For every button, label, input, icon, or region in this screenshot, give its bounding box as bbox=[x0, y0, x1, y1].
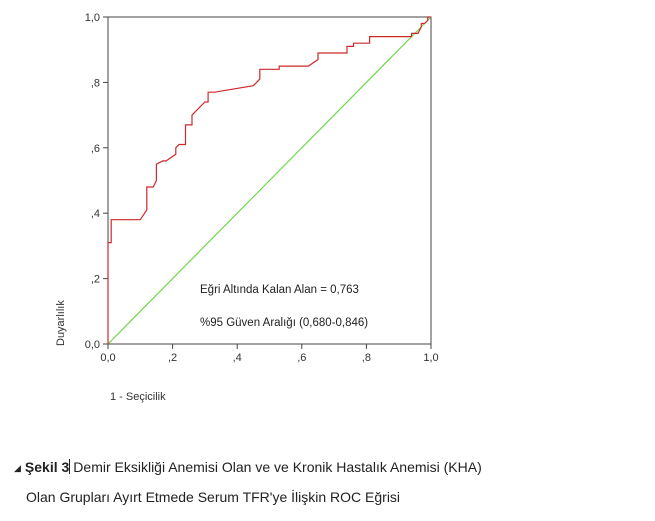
x-tick-label: ,4 bbox=[233, 352, 242, 364]
caption-line-2: Olan Grupları Ayırt Etmede Serum TFR'ye … bbox=[26, 489, 401, 505]
x-axis: 0,0 ,2 ,4 ,6 ,8 1,0 bbox=[100, 344, 439, 364]
y-axis: 0,0 ,2 ,4 ,6 ,8 1,0 bbox=[85, 12, 108, 351]
reference-diagonal-line bbox=[107, 16, 432, 345]
annotation-ci: %95 Güven Aralığı (0,680-0,846) bbox=[200, 317, 368, 329]
text-cursor bbox=[69, 459, 71, 474]
figure-caption: ◢ Şekil 3 Demir Eksikliği Anemisi Olan ve … bbox=[14, 453, 644, 512]
y-tick-label: ,2 bbox=[91, 274, 100, 286]
x-tick-label: 0,0 bbox=[100, 352, 115, 364]
y-tick-label: ,6 bbox=[91, 143, 100, 155]
caption-line-1: Demir Eksikliği Anemisi Olan ve ve Kroni… bbox=[73, 459, 482, 475]
y-tick-label: ,8 bbox=[91, 77, 100, 89]
roc-curve-line bbox=[107, 16, 431, 344]
x-axis-title: 1 - Seçicilik bbox=[110, 391, 166, 403]
roc-chart: 0,0 ,2 ,4 ,6 ,8 1,0 0,0 ,2 ,4 ,6 ,8 1,0 Eğri Altın… bbox=[55, 12, 439, 403]
y-tick-label: ,4 bbox=[91, 208, 100, 220]
series-group bbox=[107, 16, 432, 345]
annotation-auc: Eğri Altında Kalan Alan = 0,763 bbox=[200, 284, 359, 296]
x-tick-label: 1,0 bbox=[423, 352, 438, 364]
x-tick-label: ,8 bbox=[362, 352, 371, 364]
x-tick-label: ,6 bbox=[297, 352, 306, 364]
caption-label: Şekil 3 bbox=[24, 459, 70, 475]
y-tick-label: 1,0 bbox=[85, 12, 100, 24]
collapse-triangle-icon[interactable]: ◢ bbox=[14, 463, 21, 473]
y-tick-label: 0,0 bbox=[85, 339, 100, 351]
y-axis-title: Duyarlılık bbox=[55, 300, 67, 346]
plot-frame bbox=[107, 16, 432, 345]
x-tick-label: ,2 bbox=[168, 352, 177, 364]
